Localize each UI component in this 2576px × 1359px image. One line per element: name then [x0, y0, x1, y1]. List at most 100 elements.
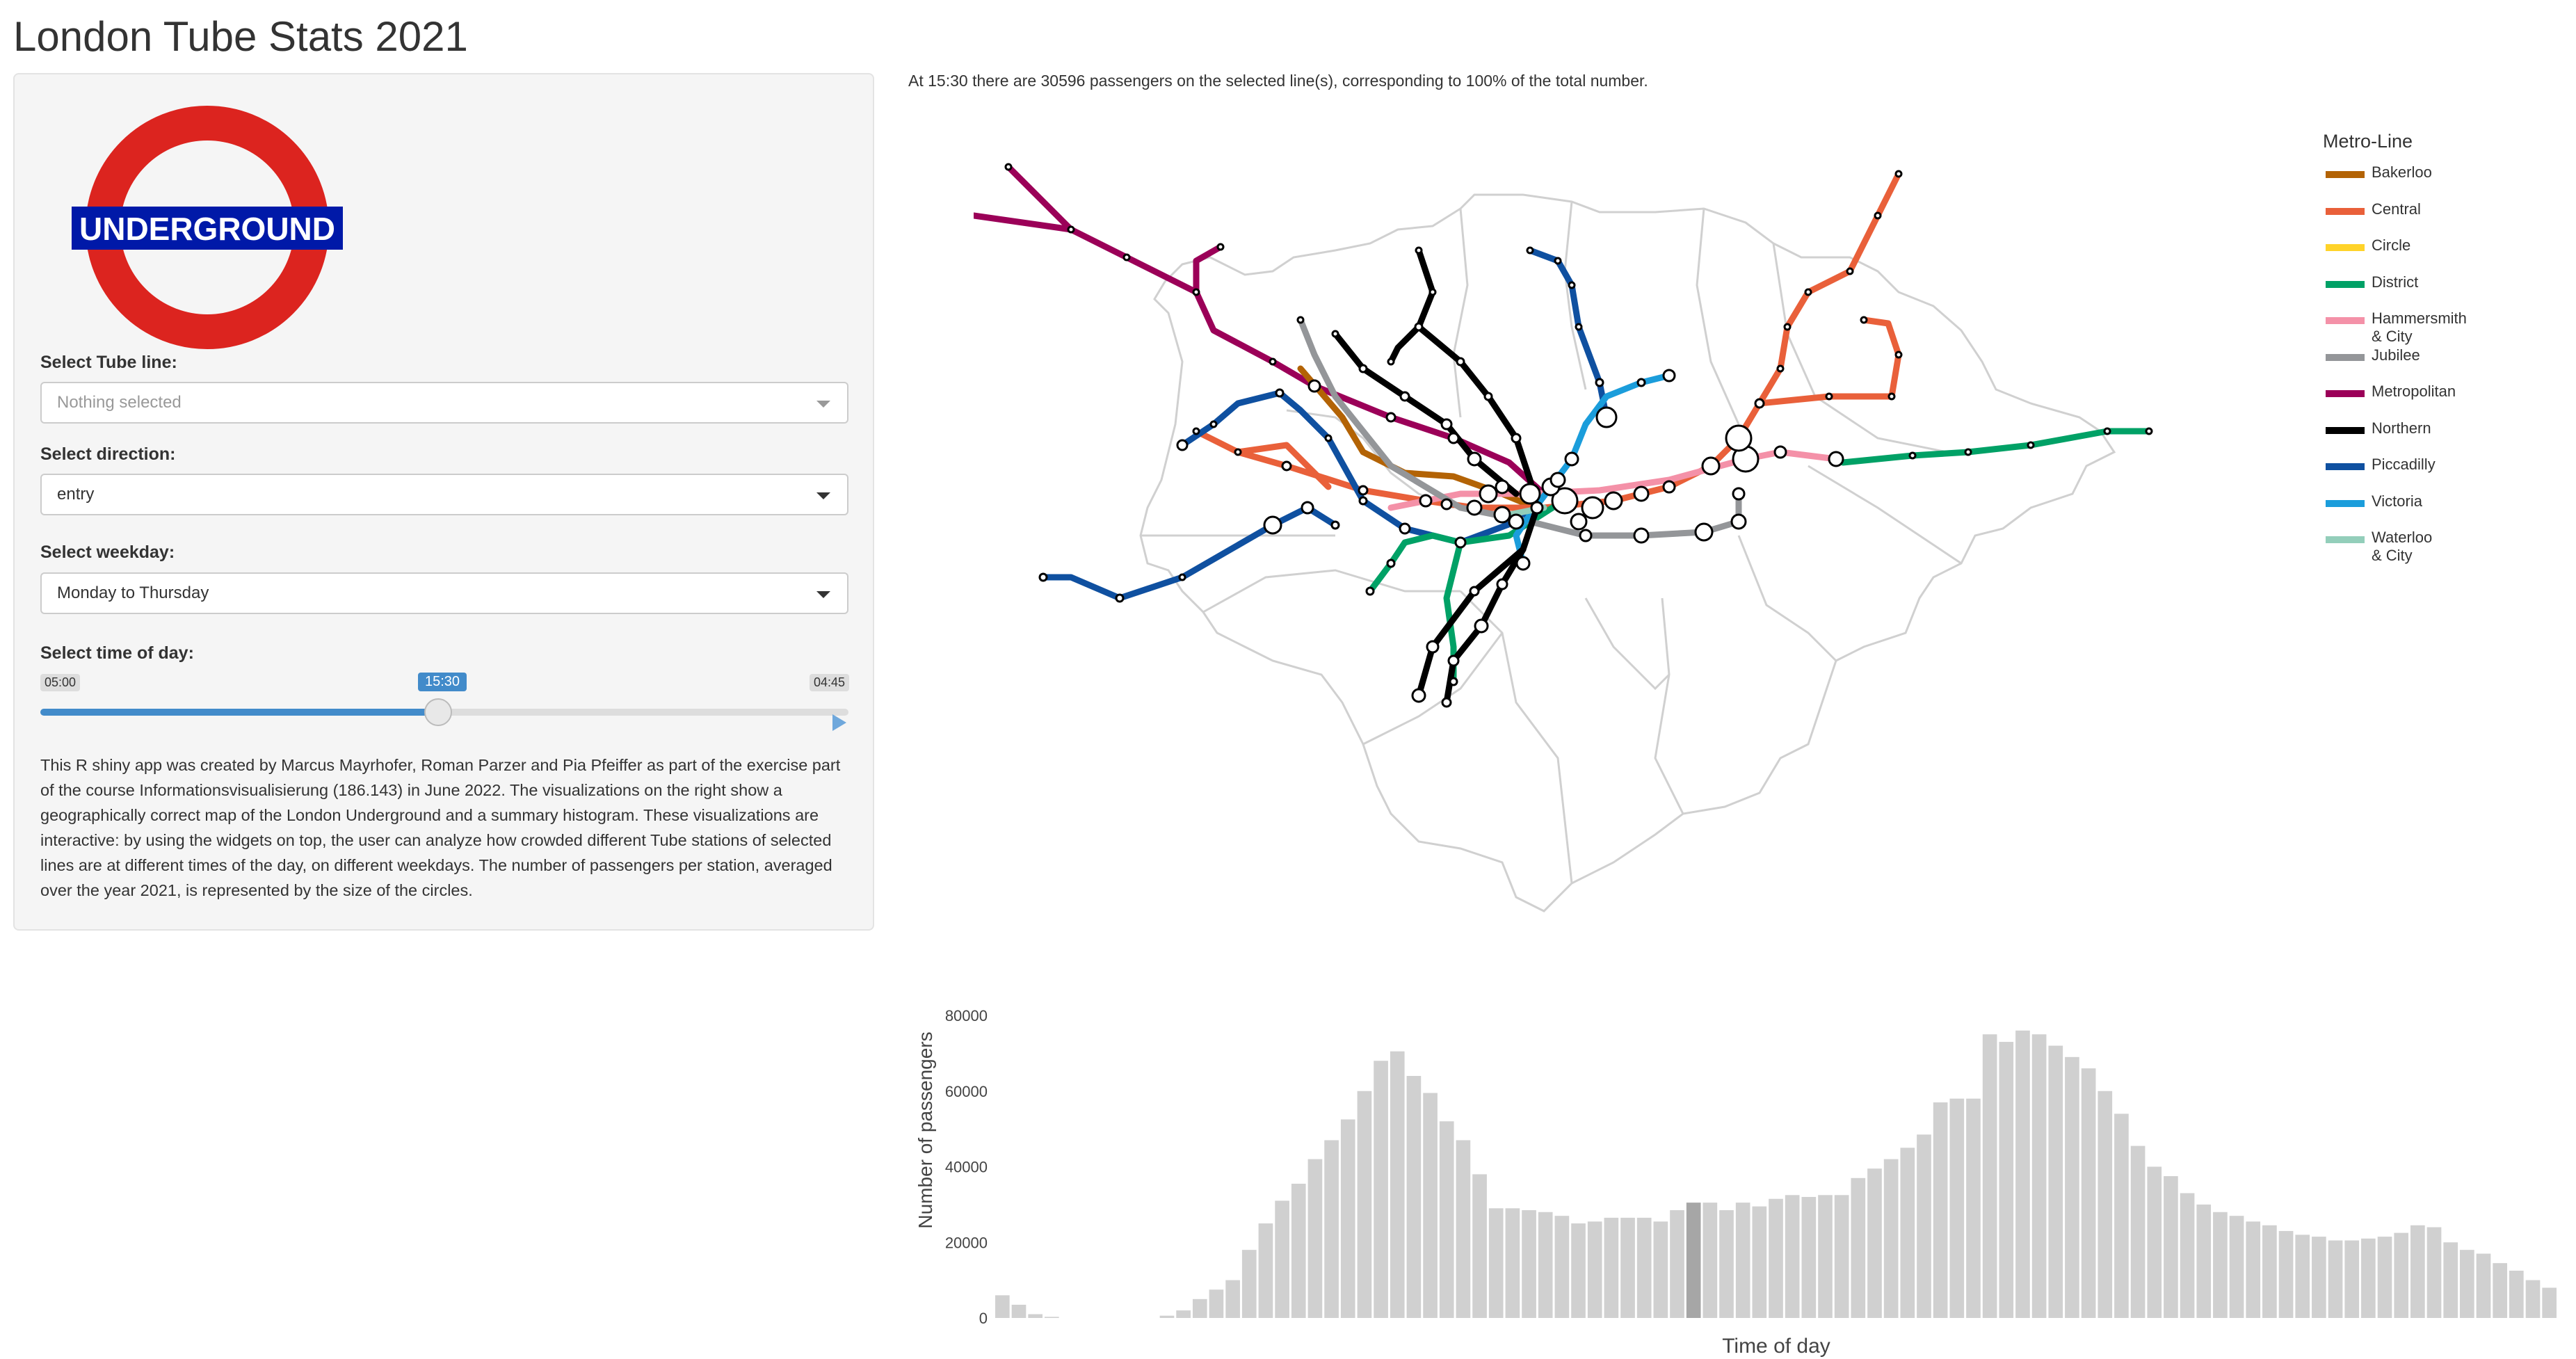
legend-item-victoria[interactable]: Victoria: [2323, 488, 2422, 525]
histogram-bar[interactable]: [1258, 1223, 1273, 1318]
histogram-bar[interactable]: [1670, 1210, 1684, 1318]
legend-item-waterloo-city[interactable]: Waterloo & City: [2323, 524, 2432, 564]
histogram-bar[interactable]: [995, 1295, 1010, 1318]
histogram-bar[interactable]: [2031, 1034, 2047, 1318]
histogram-bar-selected[interactable]: [1686, 1203, 1701, 1318]
histogram-bar[interactable]: [1851, 1177, 1866, 1318]
histogram-bar[interactable]: [2525, 1280, 2541, 1318]
histogram-bar[interactable]: [1571, 1223, 1586, 1318]
histogram-bar[interactable]: [2542, 1287, 2557, 1319]
histogram-bar[interactable]: [2130, 1145, 2146, 1318]
histogram-bar[interactable]: [1374, 1061, 1388, 1318]
histogram-bar[interactable]: [1159, 1315, 1175, 1318]
legend-item-northern[interactable]: Northern: [2323, 415, 2431, 452]
histogram-bar[interactable]: [1636, 1217, 1652, 1318]
histogram-bar[interactable]: [1620, 1217, 1635, 1318]
passenger-histogram[interactable]: Number of passengers Time of day 0 20000 4…: [904, 988, 2559, 1359]
histogram-bar[interactable]: [1307, 1159, 1323, 1318]
histogram-bar[interactable]: [1999, 1042, 2014, 1318]
histogram-bar[interactable]: [1423, 1093, 1438, 1318]
legend-item-circle[interactable]: Circle: [2323, 232, 2413, 269]
histogram-bar[interactable]: [1769, 1198, 1783, 1318]
legend-item-jubilee[interactable]: Jubilee: [2323, 342, 2420, 379]
histogram-bar[interactable]: [2509, 1271, 2524, 1318]
legend-item-metropolitan[interactable]: Metropolitan: [2323, 378, 2456, 415]
histogram-bar[interactable]: [2196, 1204, 2212, 1318]
histogram-bar[interactable]: [1176, 1310, 1191, 1318]
histogram-bar[interactable]: [1488, 1208, 1504, 1318]
histogram-bar[interactable]: [1011, 1304, 1027, 1318]
histogram-bar[interactable]: [1225, 1280, 1240, 1318]
histogram-bar[interactable]: [2460, 1250, 2474, 1318]
histogram-bar[interactable]: [1801, 1197, 1817, 1318]
histogram-bar[interactable]: [1604, 1217, 1619, 1318]
histogram-bar[interactable]: [1917, 1134, 1931, 1318]
legend-item-central[interactable]: Central: [2323, 196, 2421, 233]
legend-item-bakerloo[interactable]: Bakerloo: [2323, 159, 2432, 196]
histogram-bar[interactable]: [1538, 1212, 1553, 1318]
histogram-bar[interactable]: [2493, 1263, 2508, 1318]
histogram-bar[interactable]: [1241, 1250, 1257, 1318]
play-icon[interactable]: [832, 714, 846, 731]
tube-map[interactable]: [974, 146, 2295, 925]
histogram-bar[interactable]: [1982, 1034, 1997, 1318]
histogram-bar[interactable]: [2015, 1030, 2030, 1318]
histogram-bar[interactable]: [1818, 1195, 1833, 1318]
histogram-bar[interactable]: [2394, 1232, 2409, 1318]
histogram-bar[interactable]: [1439, 1121, 1454, 1318]
histogram-bar[interactable]: [1702, 1203, 1718, 1318]
histogram-bar[interactable]: [2229, 1216, 2244, 1318]
histogram-bar[interactable]: [1933, 1102, 1948, 1318]
histogram-bar[interactable]: [2476, 1253, 2491, 1318]
histogram-bar[interactable]: [1554, 1216, 1570, 1318]
histogram-bar[interactable]: [1587, 1221, 1602, 1318]
histogram-bar[interactable]: [1719, 1210, 1734, 1318]
histogram-bar[interactable]: [1834, 1195, 1849, 1318]
histogram-bar[interactable]: [2180, 1193, 2195, 1318]
histogram-bar[interactable]: [1522, 1210, 1536, 1318]
histogram-bar[interactable]: [2443, 1242, 2458, 1318]
histogram-bar[interactable]: [1900, 1148, 1915, 1318]
histogram-bar[interactable]: [1044, 1317, 1059, 1318]
histogram-bar[interactable]: [2098, 1091, 2113, 1318]
histogram-bar[interactable]: [1883, 1159, 1899, 1318]
histogram-bar[interactable]: [2246, 1221, 2261, 1318]
time-slider-handle[interactable]: [424, 698, 452, 726]
histogram-bar[interactable]: [2410, 1225, 2425, 1318]
legend-item-district[interactable]: District: [2323, 269, 2418, 306]
legend-item-hammersmith-city[interactable]: Hammersmith & City: [2323, 305, 2467, 345]
direction-select[interactable]: entry: [40, 474, 848, 515]
histogram-bar[interactable]: [1785, 1195, 1800, 1318]
histogram-bar[interactable]: [1209, 1289, 1224, 1318]
histogram-bar[interactable]: [1275, 1200, 1289, 1318]
histogram-bar[interactable]: [2114, 1113, 2129, 1318]
histogram-bar[interactable]: [1966, 1098, 1981, 1318]
histogram-bar[interactable]: [2295, 1235, 2310, 1318]
histogram-bar[interactable]: [1653, 1221, 1668, 1318]
histogram-bar[interactable]: [1340, 1119, 1355, 1318]
histogram-bar[interactable]: [1192, 1298, 1207, 1318]
histogram-bar[interactable]: [1357, 1091, 1372, 1318]
histogram-bar[interactable]: [2164, 1176, 2178, 1318]
histogram-bar[interactable]: [1390, 1051, 1405, 1318]
weekday-select[interactable]: Monday to Thursday: [40, 572, 848, 614]
histogram-bar[interactable]: [2344, 1240, 2360, 1318]
histogram-bar[interactable]: [2213, 1212, 2228, 1318]
histogram-bar[interactable]: [2262, 1225, 2277, 1318]
histogram-bar[interactable]: [2065, 1056, 2079, 1318]
histogram-bar[interactable]: [2048, 1045, 2063, 1319]
histogram-bar[interactable]: [2328, 1240, 2343, 1318]
histogram-bar[interactable]: [2081, 1068, 2096, 1318]
histogram-bar[interactable]: [1456, 1140, 1471, 1318]
tube-line-select[interactable]: Nothing selected: [40, 382, 848, 424]
histogram-bar[interactable]: [2147, 1166, 2162, 1319]
histogram-bar[interactable]: [1752, 1206, 1767, 1318]
histogram-bar[interactable]: [1028, 1314, 1043, 1318]
histogram-bar[interactable]: [1867, 1168, 1882, 1318]
histogram-bar[interactable]: [1949, 1098, 1965, 1318]
legend-item-piccadilly[interactable]: Piccadilly: [2323, 451, 2436, 488]
histogram-bar[interactable]: [2278, 1230, 2294, 1318]
histogram-bar[interactable]: [1291, 1183, 1306, 1318]
histogram-bar[interactable]: [2377, 1237, 2392, 1318]
histogram-bar[interactable]: [1472, 1174, 1487, 1318]
